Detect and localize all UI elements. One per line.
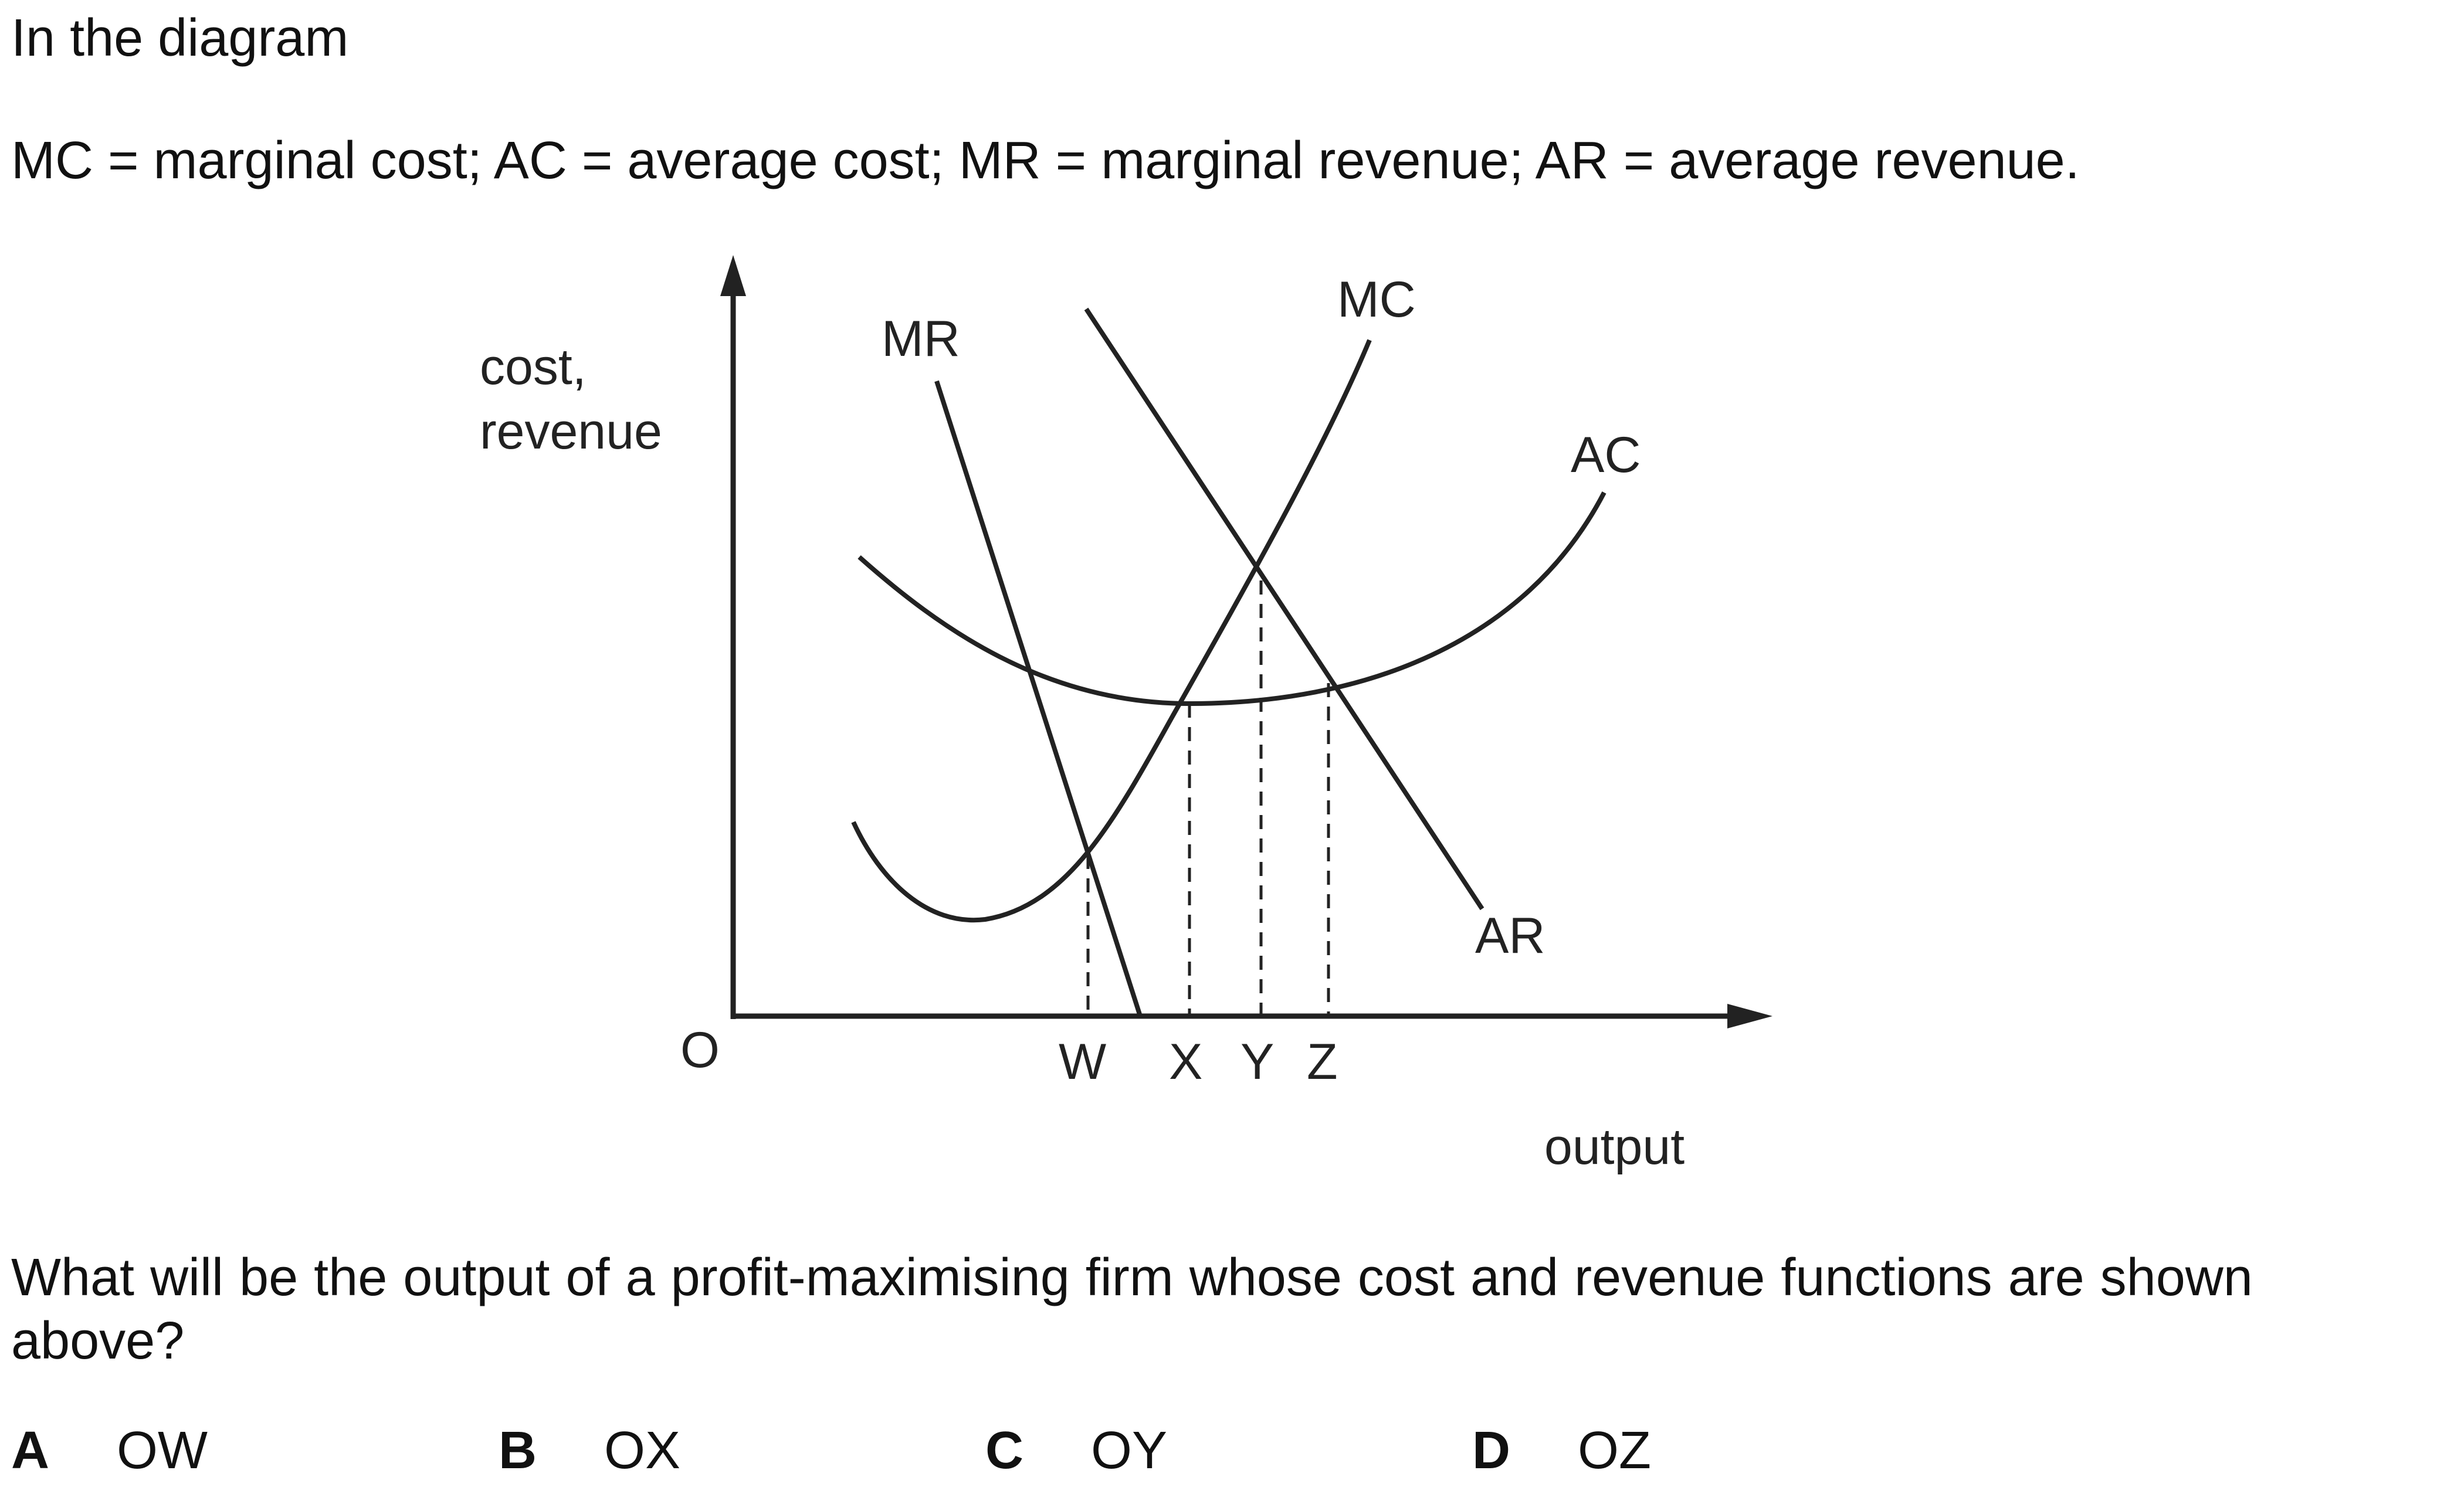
intro-text: In the diagram	[11, 9, 349, 67]
option-d-letter: D	[1472, 1421, 1510, 1480]
answer-options: A OW B OX C OY D OZ	[0, 1422, 2464, 1498]
x-axis-label: output	[1544, 1119, 1685, 1175]
option-d-text: OZ	[1578, 1421, 1651, 1480]
question-prompt: What will be the output of a profit-maxi…	[11, 1248, 2253, 1370]
option-a[interactable]: A OW	[11, 1422, 208, 1480]
mc-curve	[851, 339, 1372, 923]
z-label: Z	[1307, 1034, 1338, 1090]
ar-label: AR	[1475, 908, 1545, 964]
option-c-text: OY	[1091, 1421, 1168, 1480]
mr-curve	[934, 380, 1143, 1017]
option-b-text: OX	[604, 1421, 681, 1480]
option-a-text: OW	[117, 1421, 208, 1480]
option-c-letter: C	[985, 1421, 1023, 1480]
mr-label: MR	[882, 311, 960, 367]
x-axis-arrow	[1727, 1004, 1772, 1028]
cost-revenue-diagram: cost, revenue output O MR MC AC AR W X Y…	[480, 255, 1772, 1175]
y-axis-label-line2: revenue	[480, 403, 662, 460]
w-label: W	[1059, 1034, 1106, 1090]
option-b[interactable]: B OX	[499, 1422, 680, 1480]
y-label: Y	[1241, 1034, 1274, 1090]
x-label: X	[1169, 1034, 1202, 1090]
option-d[interactable]: D OZ	[1472, 1422, 1651, 1480]
ac-label: AC	[1571, 427, 1641, 483]
option-b-letter: B	[499, 1421, 537, 1480]
y-axis-arrow	[720, 255, 746, 296]
y-axis-label-line1: cost,	[480, 339, 587, 395]
definitions-text: MC = marginal cost; AC = average cost; M…	[11, 131, 2080, 190]
ac-curve	[858, 491, 1606, 707]
ar-curve	[1084, 307, 1484, 911]
mc-label: MC	[1337, 271, 1416, 328]
option-a-letter: A	[11, 1421, 49, 1480]
option-c[interactable]: C OY	[985, 1422, 1167, 1480]
origin-label: O	[680, 1022, 720, 1078]
